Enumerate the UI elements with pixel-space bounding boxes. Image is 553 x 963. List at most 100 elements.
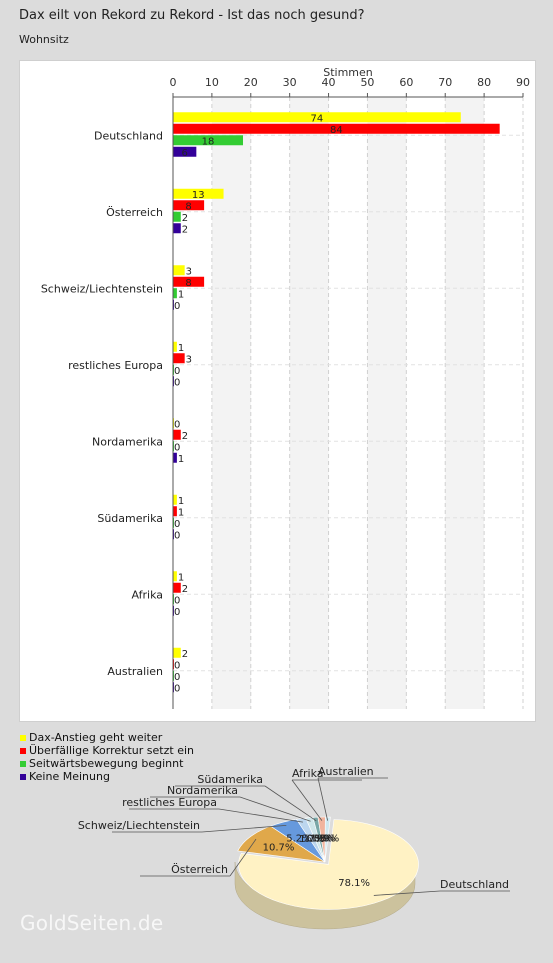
bar — [173, 123, 500, 134]
legend-item[interactable]: Seitwärtsbewegung beginnt — [20, 757, 194, 770]
grid-band — [367, 97, 407, 709]
chart-subtitle: Wohnsitz — [19, 33, 69, 46]
pie-value-label: 1.7% — [299, 834, 324, 845]
bar — [173, 276, 205, 287]
bar — [173, 288, 177, 299]
bar — [173, 200, 205, 211]
legend-label: Überfällige Korrektur setzt ein — [29, 744, 194, 757]
bar — [173, 429, 181, 440]
grid-band — [211, 97, 251, 709]
category-label: Australien — [107, 665, 163, 678]
data-label: 1 — [178, 572, 184, 583]
category-label: Afrika — [131, 588, 163, 601]
pie-value-label: 10.7% — [263, 843, 295, 854]
pie-category-label: Südamerika — [197, 773, 263, 786]
data-label: 2 — [182, 431, 188, 442]
bar — [173, 211, 181, 222]
chart-title: Dax eilt von Rekord zu Rekord - Ist das … — [19, 8, 365, 23]
pie-value-label: 0.9% — [314, 833, 339, 844]
data-label: 1 — [178, 454, 184, 465]
data-label: 0 — [174, 683, 180, 694]
data-label: 3 — [186, 354, 192, 365]
legend-item[interactable]: Keine Meinung — [20, 770, 194, 783]
bar — [173, 112, 461, 123]
x-tick-label: 70 — [438, 76, 452, 89]
pie-value-label: 1.3% — [304, 834, 329, 845]
pie-leader-line — [239, 796, 311, 822]
pie-category-label: Afrika — [292, 767, 324, 780]
bar — [173, 571, 177, 582]
pie-slice — [238, 819, 419, 910]
x-tick-label: 40 — [322, 76, 336, 89]
pie-category-label: Österreich — [171, 863, 228, 876]
bar — [173, 341, 177, 352]
data-label: 18 — [202, 136, 215, 147]
x-tick-label: 50 — [360, 76, 374, 89]
bar — [173, 494, 177, 505]
data-label: 1 — [178, 507, 184, 518]
data-label: 74 — [311, 113, 324, 124]
data-label: 0 — [174, 660, 180, 671]
legend-item[interactable]: Überfällige Korrektur setzt ein — [20, 744, 194, 757]
bar — [173, 452, 177, 463]
data-label: 2 — [182, 584, 188, 595]
pie-value-label: 5.2% — [286, 833, 311, 844]
bar — [173, 265, 185, 276]
data-label: 0 — [174, 442, 180, 453]
bar — [173, 146, 197, 157]
x-tick-label: 60 — [399, 76, 413, 89]
pie-category-label: Nordamerika — [167, 784, 238, 797]
pie-slice — [324, 816, 331, 863]
data-label: 8 — [185, 201, 191, 212]
data-label: 2 — [182, 213, 188, 224]
legend-item[interactable]: Dax-Anstieg geht weiter — [20, 731, 194, 744]
legend-swatch — [20, 773, 26, 780]
x-tick-label: 30 — [283, 76, 297, 89]
legend-swatch — [20, 760, 26, 767]
pie-value-label: 1.3% — [310, 833, 335, 844]
bar — [173, 506, 177, 517]
pie-leader-line — [373, 890, 441, 896]
bar — [173, 647, 181, 658]
legend-swatch — [20, 747, 26, 754]
grid-band — [289, 97, 329, 709]
legend-swatch — [20, 734, 26, 741]
data-label: 1 — [178, 343, 184, 354]
data-label: 1 — [178, 496, 184, 507]
grid-band — [445, 97, 485, 709]
pie-leader-line — [218, 808, 304, 823]
bar — [173, 135, 243, 146]
pie-value-label: 78.1% — [338, 878, 370, 889]
category-label: Deutschland — [94, 129, 163, 142]
data-label: 0 — [174, 377, 180, 388]
legend-label: Keine Meinung — [29, 770, 110, 783]
data-label: 0 — [174, 672, 180, 683]
data-label: 84 — [330, 125, 343, 136]
category-label: restliches Europa — [68, 359, 163, 372]
data-label: 0 — [174, 595, 180, 606]
data-label: 6 — [181, 148, 187, 159]
legend-label: Seitwärtsbewegung beginnt — [29, 757, 184, 770]
data-label: 0 — [174, 301, 180, 312]
x-tick-label: 20 — [244, 76, 258, 89]
category-label: Österreich — [106, 206, 163, 219]
x-tick-label: 80 — [477, 76, 491, 89]
pie-leader-line — [201, 824, 287, 833]
data-label: 3 — [186, 266, 192, 277]
data-label: 0 — [174, 519, 180, 530]
data-label: 2 — [182, 649, 188, 660]
data-label: 0 — [174, 530, 180, 541]
watermark-logo: GoldSeiten.de — [20, 911, 164, 935]
pie-category-label: Schweiz/Liechtenstein — [78, 819, 200, 832]
bar — [173, 223, 181, 234]
pie-leader-line — [317, 777, 329, 821]
category-label: Schweiz/Liechtenstein — [41, 282, 163, 295]
pie-category-label: Deutschland — [440, 878, 509, 891]
legend-label: Dax-Anstieg geht weiter — [29, 731, 163, 744]
legend: Dax-Anstieg geht weiter Überfällige Korr… — [20, 731, 194, 783]
category-label: Nordamerika — [92, 435, 163, 448]
x-tick-label: 10 — [205, 76, 219, 89]
data-label: 8 — [185, 278, 191, 289]
x-tick-label: 0 — [170, 76, 177, 89]
